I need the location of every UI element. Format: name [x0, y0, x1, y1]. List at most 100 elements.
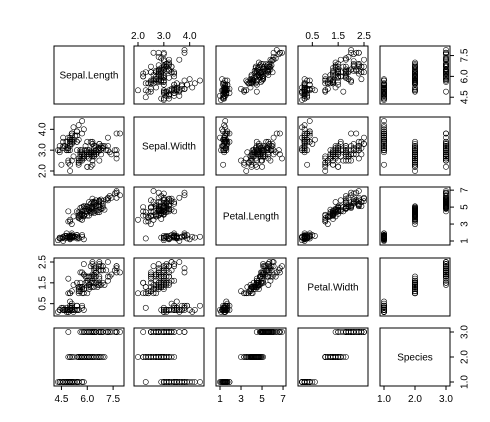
point-petal-length-vs-sepal-width [160, 203, 167, 210]
point-petal-width-vs-sepal-width [160, 263, 167, 270]
point-petal-width-vs-sepal-width [155, 267, 162, 274]
point-species-vs-petal-length [276, 329, 283, 335]
point-sepal-width-vs-sepal-length [77, 151, 84, 158]
point-sepal-width-vs-sepal-length [79, 149, 86, 156]
point-petal-width-vs-sepal-width [155, 261, 162, 267]
point-petal-width-vs-sepal-length [84, 277, 91, 284]
point-sepal-width-vs-petal-length [241, 161, 248, 168]
point-petal-length-vs-petal-width [348, 189, 354, 196]
point-petal-width-vs-petal-length [270, 271, 277, 278]
point-sepal-width-vs-petal-width [355, 138, 362, 145]
point-petal-width-vs-sepal-length [91, 284, 98, 290]
point-sepal-width-vs-sepal-length [75, 161, 82, 168]
point-sepal-width-vs-petal-length [276, 151, 283, 158]
point-sepal-length-vs-petal-length [279, 49, 285, 56]
point-petal-length-vs-sepal-width [191, 234, 198, 241]
point-sepal-width-vs-species [412, 153, 418, 160]
point-sepal-length-vs-species [443, 88, 449, 95]
point-petal-length-vs-sepal-width [168, 234, 175, 241]
point-petal-width-vs-petal-length [238, 288, 244, 295]
point-sepal-length-vs-sepal-width [171, 70, 178, 77]
point-sepal-length-vs-petal-width [361, 56, 367, 63]
point-sepal-length-vs-petal-length [241, 87, 248, 94]
point-petal-width-vs-sepal-width [158, 284, 165, 290]
diagonal-label-petal-length: Petal.Length [223, 212, 279, 223]
point-sepal-length-vs-sepal-width [173, 80, 180, 87]
point-petal-width-vs-sepal-width [140, 279, 147, 286]
y-tick-label-sepal-length: 4.5 [460, 90, 471, 104]
point-sepal-width-vs-sepal-length [67, 168, 73, 174]
point-petal-width-vs-sepal-width [171, 263, 178, 270]
point-petal-width-vs-petal-length [263, 263, 270, 270]
point-petal-length-vs-sepal-width [148, 221, 154, 227]
point-petal-length-vs-species [412, 211, 418, 218]
point-species-vs-sepal-width [135, 354, 141, 360]
point-petal-length-vs-species [381, 230, 387, 237]
point-sepal-width-vs-petal-length [252, 161, 259, 168]
point-species-vs-petal-length [257, 329, 263, 335]
point-species-vs-sepal-length [68, 379, 75, 385]
point-petal-width-vs-sepal-length [86, 282, 92, 288]
point-species-vs-petal-length [241, 354, 248, 360]
point-species-vs-sepal-length [117, 329, 123, 335]
point-sepal-length-vs-sepal-width [160, 97, 167, 103]
point-sepal-width-vs-petal-length [260, 151, 266, 158]
point-petal-length-vs-species [443, 196, 449, 203]
point-species-vs-sepal-width [181, 379, 188, 385]
point-sepal-width-vs-sepal-length [99, 145, 106, 151]
point-petal-width-vs-sepal-width [155, 265, 162, 272]
point-sepal-length-vs-species [381, 76, 387, 83]
point-sepal-width-vs-petal-length [243, 168, 250, 174]
point-sepal-width-vs-petal-width [332, 155, 339, 162]
point-sepal-width-vs-sepal-length [56, 149, 63, 156]
point-sepal-width-vs-petal-length [273, 130, 280, 137]
point-sepal-width-vs-species [412, 138, 418, 145]
point-species-vs-petal-width [355, 329, 362, 335]
point-sepal-length-vs-petal-length [261, 63, 268, 70]
point-sepal-width-vs-petal-width [355, 145, 362, 151]
point-petal-width-vs-sepal-width [155, 279, 162, 286]
point-sepal-length-vs-sepal-width [179, 83, 185, 90]
point-sepal-length-vs-petal-width [350, 58, 357, 65]
point-sepal-length-vs-petal-width [348, 47, 354, 53]
point-sepal-width-vs-petal-width [355, 155, 362, 162]
point-sepal-length-vs-species [443, 67, 449, 74]
point-petal-width-vs-petal-length [261, 263, 268, 270]
point-sepal-width-vs-sepal-length [65, 159, 72, 166]
point-sepal-width-vs-sepal-length [68, 130, 75, 137]
point-sepal-width-vs-sepal-length [79, 155, 86, 162]
point-sepal-length-vs-sepal-width [166, 74, 172, 81]
point-sepal-width-vs-sepal-length [60, 143, 67, 149]
point-petal-width-vs-sepal-length [75, 307, 82, 313]
x-tick-label-petal-width: 1.5 [331, 31, 345, 42]
point-species-vs-petal-width [304, 379, 311, 385]
point-sepal-length-vs-sepal-width [140, 73, 147, 80]
point-sepal-length-vs-petal-width [332, 72, 339, 78]
point-sepal-width-vs-petal-width [301, 132, 308, 139]
point-petal-width-vs-sepal-length [87, 263, 94, 270]
point-sepal-width-vs-species [443, 155, 449, 162]
point-petal-width-vs-sepal-width [181, 265, 188, 272]
point-sepal-length-vs-petal-width [335, 63, 342, 70]
point-petal-width-vs-species [412, 273, 418, 280]
y-tick-label-petal-width: 2.5 [38, 255, 49, 269]
point-species-vs-sepal-width [168, 329, 175, 335]
point-sepal-length-vs-species [412, 66, 418, 73]
point-petal-width-vs-sepal-length [96, 259, 103, 265]
point-sepal-length-vs-petal-length [253, 79, 260, 85]
point-petal-width-vs-petal-length [251, 284, 258, 290]
point-petal-width-vs-sepal-length [99, 263, 106, 270]
point-sepal-length-vs-species [381, 95, 387, 102]
point-sepal-width-vs-species [412, 163, 418, 170]
point-sepal-length-vs-petal-width [343, 74, 349, 81]
point-sepal-length-vs-sepal-width [160, 63, 167, 70]
y-tick-label-petal-width: 0.5 [38, 296, 49, 310]
point-sepal-length-vs-petal-length [221, 87, 228, 94]
point-petal-length-vs-petal-width [312, 233, 318, 239]
point-sepal-length-vs-petal-width [358, 76, 365, 83]
point-petal-width-vs-sepal-width [179, 307, 185, 313]
point-petal-width-vs-species [412, 288, 418, 295]
point-sepal-length-vs-sepal-width [148, 85, 154, 92]
point-petal-width-vs-sepal-width [181, 307, 188, 313]
point-sepal-width-vs-petal-length [259, 163, 265, 170]
